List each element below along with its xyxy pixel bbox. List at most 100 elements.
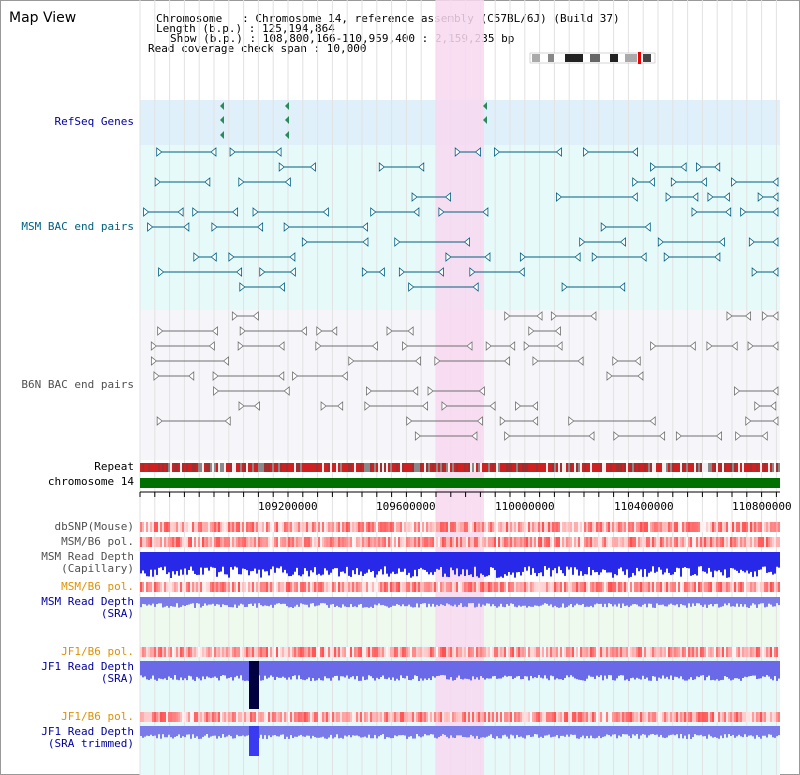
msm-bac-pair-end: [394, 237, 401, 247]
dbsnp-cell: [496, 522, 498, 532]
msm-pol-cell: [558, 537, 560, 547]
repeat-cell: [502, 463, 504, 472]
msm-pol-cell: [410, 537, 412, 547]
jf1-trimmed-depth: [666, 726, 668, 738]
dbsnp-cell: [338, 522, 340, 532]
msm-pol-cell: [210, 537, 212, 547]
msm-sra-depth: [402, 597, 404, 605]
label-refseq-genes[interactable]: RefSeq Genes: [54, 115, 134, 128]
jf1-sra-depth: [420, 661, 422, 679]
msm-pol-cell: [276, 537, 278, 547]
jf1-trimmed-depth: [204, 726, 206, 736]
repeat-cell: [338, 463, 340, 472]
msm-pol2-cell: [508, 582, 510, 592]
label-msm-bac[interactable]: MSM BAC end pairs: [21, 220, 134, 233]
jf1-sra-depth: [170, 661, 172, 678]
jf1-pol-cell: [170, 647, 172, 657]
msm-bac-pair-end: [579, 237, 586, 247]
msm-sra-depth: [378, 597, 380, 604]
msm-pol2-cell: [430, 582, 432, 592]
jf1-pol2-cell: [444, 712, 446, 722]
msm-capillary-depth: [652, 552, 654, 567]
jf1-sra-depth: [544, 661, 546, 676]
msm-pol2-cell: [420, 582, 422, 592]
msm-pol2-cell: [520, 582, 522, 592]
jf1-pol2-cell: [234, 712, 236, 722]
jf1-pol2-cell: [706, 712, 708, 722]
jf1-sra-depth: [450, 661, 452, 678]
msm-pol-cell: [318, 537, 320, 547]
msm-pol-cell: [526, 537, 528, 547]
jf1-sra-depth: [360, 661, 362, 681]
msm-sra-depth: [650, 597, 652, 604]
msm-bac-pair-end: [644, 222, 651, 232]
jf1-pol2-cell: [458, 712, 460, 722]
jf1-sra-depth: [676, 661, 678, 677]
dbsnp-cell: [260, 522, 262, 532]
msm-sra-depth: [468, 597, 470, 604]
dbsnp-cell: [554, 522, 556, 532]
msm-sra-depth: [486, 597, 488, 604]
msm-sra-depth: [600, 597, 602, 604]
msm-pol2-cell: [588, 582, 590, 592]
jf1-pol-cell: [342, 647, 344, 657]
repeat-cell: [218, 463, 220, 472]
msm-sra-depth: [516, 597, 518, 608]
dbsnp-cell: [246, 522, 248, 532]
msm-sra-depth: [270, 597, 272, 605]
repeat-cell: [380, 463, 382, 472]
jf1-trimmed-depth: [696, 726, 698, 736]
dbsnp-cell: [310, 522, 312, 532]
msm-pol2-cell: [658, 582, 660, 592]
msm-capillary-depth: [466, 552, 468, 570]
dbsnp-cell: [220, 522, 222, 532]
msm-bac-pair-end: [640, 252, 647, 262]
jf1-pol2-cell: [262, 712, 264, 722]
jf1-sra-depth: [410, 661, 412, 681]
msm-sra-depth: [510, 597, 512, 604]
jf1-pol-cell: [272, 647, 274, 657]
msm-sra-depth: [296, 597, 298, 605]
msm-pol2-cell: [758, 582, 760, 592]
msm-capillary-depth: [232, 552, 234, 570]
msm-pol-cell: [414, 537, 416, 547]
jf1-sra-depth: [306, 661, 308, 680]
msm-capillary-depth: [502, 552, 504, 578]
jf1-pol-cell: [216, 647, 218, 657]
msm-capillary-depth: [408, 552, 410, 573]
msm-sra-depth: [238, 597, 240, 606]
msm-sra-depth: [538, 597, 540, 607]
repeat-cell: [180, 463, 182, 472]
repeat-cell: [742, 463, 744, 472]
msm-pol2-cell: [626, 582, 628, 592]
dbsnp-cell: [364, 522, 366, 532]
b6n-bac-pair-end: [489, 401, 496, 411]
repeat-cell: [544, 463, 546, 472]
msm-pol-cell: [656, 537, 658, 547]
jf1-pol-cell: [536, 647, 538, 657]
jf1-sra-depth: [340, 661, 342, 677]
jf1-sra-depth: [400, 661, 402, 676]
jf1-pol-cell: [274, 647, 276, 657]
b6n-bac-pair-end: [283, 386, 290, 396]
msm-capillary-depth: [708, 552, 710, 568]
jf1-pol-cell: [600, 647, 602, 657]
msm-bac-pair-end: [257, 222, 264, 232]
msm-capillary-depth: [774, 552, 776, 574]
jf1-pol-cell: [490, 647, 492, 657]
label-b6n-bac[interactable]: B6N BAC end pairs: [21, 378, 134, 391]
repeat-cell: [322, 463, 324, 472]
msm-pol-cell: [506, 537, 508, 547]
msm-pol2-cell: [230, 582, 232, 592]
repeat-track: [140, 463, 780, 472]
jf1-sra-depth: [564, 661, 566, 679]
jf1-pol2-cell: [242, 712, 244, 722]
repeat-cell: [762, 463, 764, 472]
repeat-cell: [410, 463, 412, 472]
jf1-pol-cell: [436, 647, 438, 657]
repeat-cell: [602, 463, 604, 472]
msm-pol-cell: [330, 537, 332, 547]
dbsnp-cell: [662, 522, 664, 532]
msm-sra-depth: [370, 597, 372, 607]
